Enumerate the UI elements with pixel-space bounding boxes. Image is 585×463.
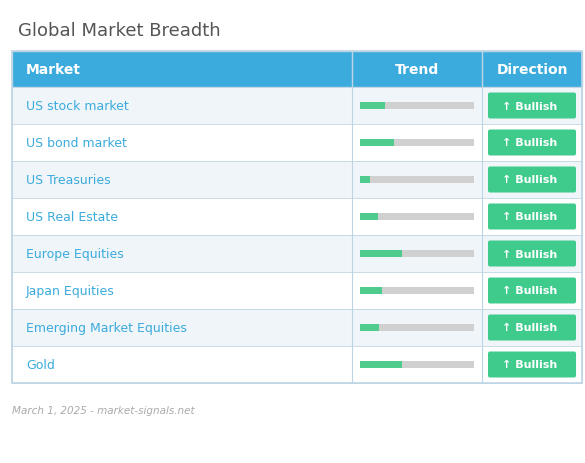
FancyBboxPatch shape xyxy=(360,103,474,110)
FancyBboxPatch shape xyxy=(360,361,474,368)
FancyBboxPatch shape xyxy=(488,167,576,193)
Text: Trend: Trend xyxy=(395,63,439,77)
Text: Global Market Breadth: Global Market Breadth xyxy=(18,22,221,40)
FancyBboxPatch shape xyxy=(360,250,474,257)
FancyBboxPatch shape xyxy=(360,103,385,110)
Text: ↑ Bullish: ↑ Bullish xyxy=(503,212,558,222)
Text: Gold: Gold xyxy=(26,358,55,371)
FancyBboxPatch shape xyxy=(12,346,582,383)
FancyBboxPatch shape xyxy=(360,361,402,368)
Text: Emerging Market Equities: Emerging Market Equities xyxy=(26,321,187,334)
Text: ↑ Bullish: ↑ Bullish xyxy=(503,323,558,333)
FancyBboxPatch shape xyxy=(360,176,474,184)
FancyBboxPatch shape xyxy=(488,130,576,156)
Text: ↑ Bullish: ↑ Bullish xyxy=(503,360,558,369)
FancyBboxPatch shape xyxy=(360,213,474,220)
Text: US bond market: US bond market xyxy=(26,137,127,150)
FancyBboxPatch shape xyxy=(488,204,576,230)
FancyBboxPatch shape xyxy=(12,309,582,346)
FancyBboxPatch shape xyxy=(12,162,582,199)
Text: Market: Market xyxy=(26,63,81,77)
FancyBboxPatch shape xyxy=(360,140,394,147)
FancyBboxPatch shape xyxy=(360,213,378,220)
FancyBboxPatch shape xyxy=(12,88,582,125)
Text: US stock market: US stock market xyxy=(26,100,129,113)
Text: ↑ Bullish: ↑ Bullish xyxy=(503,138,558,148)
Text: ↑ Bullish: ↑ Bullish xyxy=(503,249,558,259)
FancyBboxPatch shape xyxy=(360,288,381,294)
Text: US Real Estate: US Real Estate xyxy=(26,211,118,224)
Text: March 1, 2025 - market-signals.net: March 1, 2025 - market-signals.net xyxy=(12,405,195,415)
Text: US Treasuries: US Treasuries xyxy=(26,174,111,187)
FancyBboxPatch shape xyxy=(360,324,380,332)
FancyBboxPatch shape xyxy=(360,324,474,332)
FancyBboxPatch shape xyxy=(360,176,370,184)
Text: ↑ Bullish: ↑ Bullish xyxy=(503,101,558,111)
Text: Japan Equities: Japan Equities xyxy=(26,284,115,297)
FancyBboxPatch shape xyxy=(12,272,582,309)
FancyBboxPatch shape xyxy=(12,125,582,162)
FancyBboxPatch shape xyxy=(488,278,576,304)
FancyBboxPatch shape xyxy=(488,315,576,341)
FancyBboxPatch shape xyxy=(12,236,582,272)
Text: ↑ Bullish: ↑ Bullish xyxy=(503,286,558,296)
FancyBboxPatch shape xyxy=(12,52,582,88)
FancyBboxPatch shape xyxy=(488,241,576,267)
FancyBboxPatch shape xyxy=(360,288,474,294)
Text: ↑ Bullish: ↑ Bullish xyxy=(503,175,558,185)
FancyBboxPatch shape xyxy=(360,140,474,147)
Text: Europe Equities: Europe Equities xyxy=(26,247,124,260)
Text: Direction: Direction xyxy=(496,63,568,77)
FancyBboxPatch shape xyxy=(12,199,582,236)
FancyBboxPatch shape xyxy=(488,352,576,378)
FancyBboxPatch shape xyxy=(488,94,576,119)
FancyBboxPatch shape xyxy=(360,250,402,257)
